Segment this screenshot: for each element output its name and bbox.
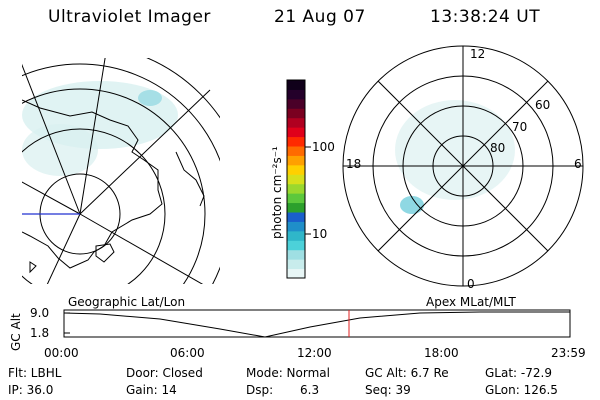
info-seq: Seq: 39 — [365, 383, 411, 397]
colorbar-segment — [287, 202, 305, 213]
timeline-right-title: Apex MLat/MLT — [426, 295, 516, 309]
colorbar-segment — [287, 259, 305, 270]
mlt-18-label: 18 — [346, 157, 362, 171]
info-ip: IP: 36.0 — [8, 383, 54, 397]
colorbar-label-100: 100 — [312, 140, 335, 154]
mlat-80-label: 80 — [490, 141, 506, 155]
info-glon: GLon: 126.5 — [485, 383, 558, 397]
timeline-frame — [63, 309, 571, 338]
colorbar-segment — [287, 240, 305, 251]
mlt-12-label: 12 — [470, 47, 486, 61]
timeline-axis-label: GC Alt — [9, 313, 23, 351]
colorbar-segment — [287, 230, 305, 241]
colorbar-segment — [287, 174, 305, 185]
mlat-70-label: 70 — [512, 120, 528, 134]
timeline-x-tick-3: 18:00 — [424, 346, 459, 360]
colorbar-segment — [287, 193, 305, 204]
colorbar-segment — [287, 249, 305, 260]
polar-plot — [342, 45, 584, 287]
colorbar-segment — [287, 221, 305, 232]
colorbar-segment — [287, 80, 305, 90]
timeline-x-tick-1: 06:00 — [170, 346, 205, 360]
info-door: Door: Closed — [126, 366, 203, 380]
instrument-title: Ultraviolet Imager — [48, 7, 211, 27]
colorbar-segment — [287, 146, 305, 156]
colorbar — [287, 80, 305, 279]
colorbar-segment — [287, 136, 305, 147]
mlt-6-label: 6 — [574, 157, 582, 171]
timeline-x-tick-4: 23:59 — [551, 346, 586, 360]
colorbar-segment — [287, 89, 305, 100]
info-dsp-value: 6.3 — [300, 383, 320, 397]
timeline-y-bottom: 1.8 — [30, 326, 50, 340]
timeline-x-tick-2: 12:00 — [297, 346, 332, 360]
info-glat: GLat: -72.9 — [485, 366, 552, 380]
info-dsp-label: Dsp: — [246, 383, 274, 397]
colorbar-segment — [287, 183, 305, 194]
observation-time: 13:38:24 UT — [430, 7, 541, 27]
colorbar-label-10: 10 — [312, 227, 328, 241]
colorbar-segment — [287, 98, 305, 109]
geographic-map — [22, 58, 220, 284]
observation-date: 21 Aug 07 — [274, 7, 366, 27]
info-filter: Flt: LBHL — [8, 366, 62, 380]
info-gc-alt: GC Alt: 6.7 Re — [365, 366, 449, 380]
info-mode: Mode: Normal — [246, 366, 330, 380]
colorbar-segment — [287, 127, 305, 138]
mlt-0-label: 0 — [467, 277, 475, 291]
colorbar-segment — [287, 212, 305, 222]
timeline-y-top: 9.0 — [30, 306, 50, 320]
colorbar-segment — [287, 155, 305, 166]
timeline-x-tick-0: 00:00 — [44, 346, 79, 360]
info-gain: Gain: 14 — [126, 383, 177, 397]
colorbar-unit: photon cm⁻²s⁻¹ — [270, 146, 284, 239]
altitude-curve — [63, 311, 570, 338]
colorbar-segment — [287, 108, 305, 119]
colorbar-frame — [286, 79, 306, 279]
colorbar-segment — [287, 164, 305, 175]
timeline-left-title: Geographic Lat/Lon — [68, 295, 186, 309]
colorbar-segment — [287, 268, 305, 279]
mlat-60-label: 60 — [535, 98, 551, 112]
colorbar-segment — [287, 117, 305, 128]
